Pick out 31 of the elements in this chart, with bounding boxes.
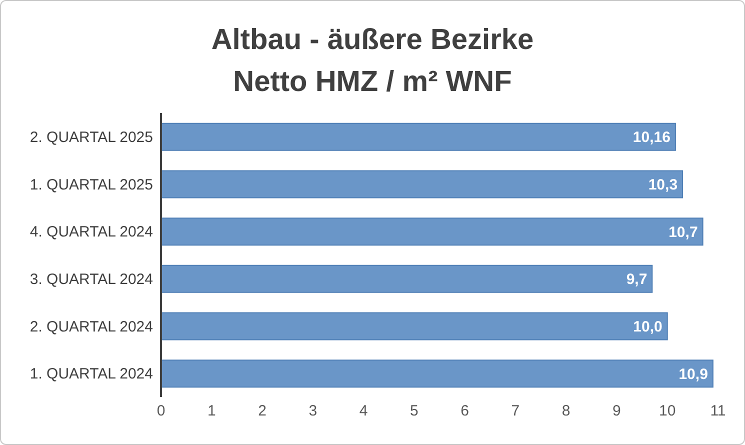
x-tick-label: 10 <box>659 402 676 420</box>
chart-title: Altbau - äußere Bezirke Netto HMZ / m² WNF <box>210 23 535 100</box>
bar <box>161 218 704 246</box>
data-label: 9,7 <box>626 271 648 288</box>
bar <box>161 312 668 340</box>
bar <box>161 360 714 388</box>
bar <box>161 170 684 198</box>
y-tick-label: 2. QUARTAL 2024 <box>30 318 153 336</box>
data-label: 10,9 <box>678 366 708 383</box>
y-tick-label: 1. QUARTAL 2025 <box>30 176 153 194</box>
x-tick-label: 2 <box>258 402 266 420</box>
x-tick-label: 3 <box>308 402 318 420</box>
x-tick-label: 4 <box>359 402 368 420</box>
data-label: 10,3 <box>648 176 678 194</box>
x-tick-label: 6 <box>460 402 469 420</box>
data-label: 10,0 <box>633 318 662 336</box>
x-tick-label: 0 <box>156 402 166 420</box>
y-tick-label: 3. QUARTAL 2024 <box>30 270 153 288</box>
bar <box>161 264 653 293</box>
x-tick-label: 8 <box>562 402 570 420</box>
x-tick-label: 1 <box>207 402 216 420</box>
y-tick-label: 2. QUARTAL 2025 <box>30 128 153 146</box>
y-tick-label: 4. QUARTAL 2024 <box>30 224 153 241</box>
data-label: 10,16 <box>632 129 670 146</box>
x-tick-label: 11 <box>710 402 726 420</box>
bar <box>161 122 676 151</box>
x-tick-label: 9 <box>612 402 621 420</box>
x-tick-label: 7 <box>511 402 520 420</box>
y-tick-label: 1. QUARTAL 2024 <box>30 366 153 383</box>
x-tick-label: 5 <box>410 402 418 420</box>
data-label: 10,7 <box>668 224 698 241</box>
